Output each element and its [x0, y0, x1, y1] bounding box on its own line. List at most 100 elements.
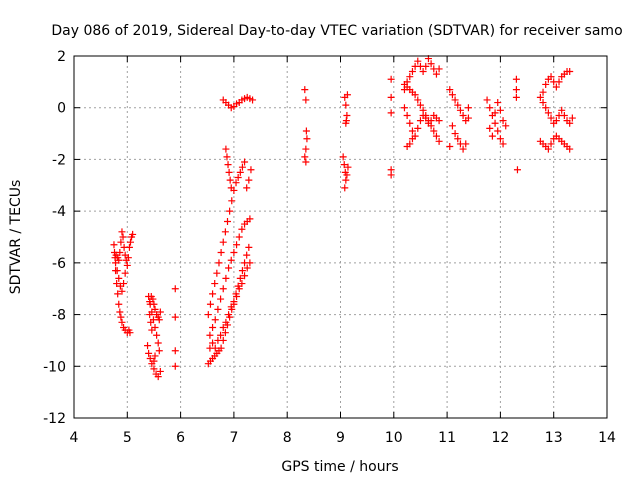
data-point	[226, 207, 234, 215]
data-point	[227, 256, 235, 264]
data-point	[217, 249, 225, 257]
data-point	[400, 104, 408, 112]
data-point	[459, 145, 467, 153]
data-point	[116, 249, 124, 257]
data-point	[403, 111, 411, 119]
data-point	[539, 88, 547, 96]
data-point	[115, 274, 123, 282]
data-point	[483, 96, 491, 104]
series-group	[206, 259, 254, 352]
series-group	[222, 145, 235, 192]
y-tick-label: -2	[52, 152, 66, 168]
data-point	[499, 140, 507, 148]
data-point	[119, 233, 127, 241]
data-point	[547, 73, 555, 81]
data-point	[435, 65, 443, 73]
plot-area-frame	[73, 55, 608, 419]
data-point	[112, 259, 120, 267]
data-point	[424, 117, 432, 125]
data-point	[432, 70, 440, 78]
data-point	[536, 93, 544, 101]
x-axis-label: GPS time / hours	[281, 459, 398, 475]
data-point	[115, 300, 123, 308]
y-tick-label: -10	[43, 359, 66, 375]
series-group	[483, 96, 510, 148]
data-point	[110, 241, 118, 249]
data-point	[342, 101, 350, 109]
series-group	[219, 93, 257, 112]
data-point	[171, 362, 179, 370]
data-point	[544, 145, 552, 153]
data-point	[462, 140, 470, 148]
data-point	[422, 111, 430, 119]
data-point	[171, 285, 179, 293]
data-point	[215, 259, 223, 267]
data-point	[446, 86, 454, 94]
data-point	[491, 109, 499, 117]
data-point	[118, 318, 126, 326]
series-group	[512, 75, 521, 174]
data-point	[113, 267, 121, 275]
data-point	[209, 290, 217, 298]
data-point	[451, 130, 459, 138]
data-point	[144, 342, 152, 350]
data-point	[408, 68, 416, 76]
data-point	[414, 124, 422, 132]
y-tick-label: 2	[57, 49, 66, 65]
x-tick-label: 4	[70, 430, 79, 446]
data-point	[446, 143, 454, 150]
data-point	[302, 145, 310, 153]
data-point	[214, 336, 222, 344]
data-point	[387, 93, 395, 101]
series-group	[536, 93, 576, 127]
data-point	[230, 300, 238, 308]
data-point	[448, 91, 456, 99]
data-point	[222, 318, 230, 326]
data-point	[118, 287, 126, 295]
data-point	[502, 122, 510, 130]
data-point	[491, 119, 499, 127]
data-point	[344, 163, 352, 171]
data-point	[411, 91, 419, 99]
y-tick-label: -8	[52, 308, 66, 324]
data-point	[246, 259, 254, 267]
data-point	[301, 153, 309, 161]
data-point	[406, 119, 414, 127]
data-point	[454, 135, 462, 143]
data-point	[408, 135, 416, 143]
series-group	[112, 259, 129, 295]
data-point	[238, 163, 246, 171]
data-point	[153, 331, 161, 339]
data-point	[406, 73, 414, 81]
data-point	[226, 176, 234, 184]
data-point	[154, 373, 162, 381]
data-point	[233, 292, 241, 300]
data-point	[171, 313, 179, 321]
y-tick-label: -6	[52, 256, 66, 272]
data-point	[117, 238, 125, 246]
data-point	[542, 80, 550, 88]
data-point	[224, 161, 232, 169]
data-point	[211, 344, 219, 352]
data-point	[116, 308, 124, 316]
data-point	[238, 280, 246, 288]
x-tick-label: 6	[176, 430, 185, 446]
data-point	[302, 158, 310, 166]
data-point	[118, 228, 126, 236]
data-point	[341, 184, 349, 192]
x-tick-label: 14	[598, 430, 616, 446]
data-point	[494, 127, 502, 135]
series-group	[111, 228, 137, 269]
data-point	[302, 96, 310, 104]
data-point	[568, 114, 576, 122]
data-point	[451, 96, 459, 104]
data-point	[435, 117, 443, 125]
data-point	[387, 75, 395, 83]
data-point	[558, 106, 566, 114]
data-point	[150, 300, 158, 308]
x-tick-label: 8	[283, 430, 292, 446]
data-point	[499, 117, 507, 125]
data-point	[238, 225, 246, 233]
data-point	[156, 308, 164, 316]
data-point	[211, 280, 219, 288]
